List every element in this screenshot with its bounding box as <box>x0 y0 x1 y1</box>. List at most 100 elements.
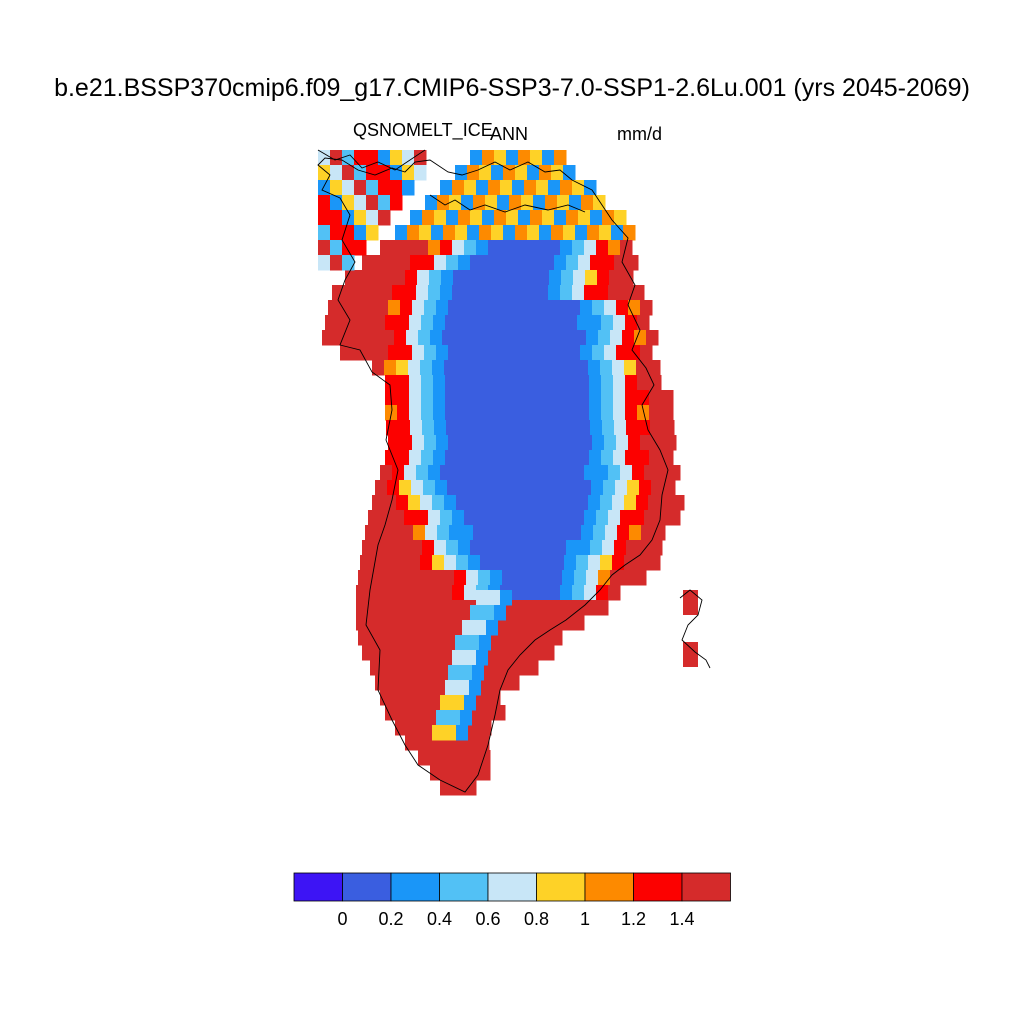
map-cell <box>552 495 565 511</box>
map-cell <box>437 525 450 541</box>
map-cell <box>490 330 503 346</box>
map-cell <box>449 195 462 211</box>
map-cell <box>561 270 574 286</box>
map-cell <box>389 525 402 541</box>
map-cell <box>519 480 532 496</box>
map-cell <box>362 540 375 556</box>
map-cell <box>449 525 462 541</box>
map-cell <box>536 510 549 526</box>
map-cell <box>516 495 529 511</box>
map-cell <box>421 315 434 331</box>
map-cell <box>512 600 525 616</box>
map-cell <box>650 540 663 556</box>
map-cell <box>479 720 492 736</box>
map-cell <box>393 270 406 286</box>
map-cell <box>428 240 441 256</box>
map-cell <box>614 540 627 556</box>
map-cell <box>404 240 417 256</box>
map-cell <box>356 600 369 616</box>
map-cell <box>520 435 533 451</box>
map-cell <box>516 360 529 376</box>
map-cell <box>544 300 557 316</box>
map-cell <box>662 420 675 436</box>
map-cell <box>493 375 506 391</box>
map-cell <box>395 225 408 241</box>
map-cell <box>683 642 698 667</box>
map-cell <box>556 345 569 361</box>
map-cell <box>505 405 518 421</box>
map-cell <box>563 165 576 181</box>
map-cell <box>613 390 626 406</box>
map-cell <box>521 525 534 541</box>
map-cell <box>318 240 331 256</box>
map-cell <box>354 180 367 196</box>
map-cell <box>397 705 410 721</box>
map-cell <box>346 330 359 346</box>
map-cell <box>423 675 436 691</box>
map-cell <box>494 540 507 556</box>
map-cell <box>452 180 465 196</box>
map-cell <box>480 555 493 571</box>
map-cell <box>589 405 602 421</box>
map-cell <box>440 285 453 301</box>
map-cell <box>512 465 525 481</box>
map-cell <box>621 270 634 286</box>
map-cell <box>553 390 566 406</box>
map-cell <box>432 555 445 571</box>
map-cell <box>445 315 458 331</box>
map-cell <box>634 330 647 346</box>
map-cell <box>542 150 555 166</box>
map-cell <box>479 225 492 241</box>
map-cell <box>422 645 435 661</box>
map-cell <box>364 300 377 316</box>
map-cell <box>424 435 437 451</box>
map-cell <box>501 270 514 286</box>
map-cell <box>416 615 429 631</box>
map-cell <box>457 315 470 331</box>
map-cell <box>442 750 455 766</box>
map-cell <box>536 585 549 601</box>
map-cell <box>412 435 425 451</box>
map-cell <box>425 195 438 211</box>
map-cell <box>482 540 495 556</box>
map-cell <box>517 315 530 331</box>
map-cell <box>612 495 625 511</box>
map-cell <box>460 300 473 316</box>
map-cell <box>318 255 331 271</box>
map-cell <box>443 225 456 241</box>
map-cell <box>554 150 567 166</box>
colorbar-tick-label: 1 <box>580 909 590 929</box>
map-cell <box>470 420 483 436</box>
map-cell <box>328 300 341 316</box>
map-cell <box>382 330 395 346</box>
map-cell <box>418 570 431 586</box>
map-cell <box>512 285 525 301</box>
map-cell <box>408 360 421 376</box>
map-cell <box>545 525 558 541</box>
map-cell <box>493 450 506 466</box>
map-cell <box>518 420 531 436</box>
map-cell <box>628 435 641 451</box>
map-cell <box>505 315 518 331</box>
map-cell <box>384 495 397 511</box>
map-cell <box>507 480 520 496</box>
map-cell <box>626 255 639 271</box>
map-cell <box>482 255 495 271</box>
map-cell <box>420 555 433 571</box>
map-cell <box>422 420 435 436</box>
map-cell <box>380 285 393 301</box>
map-cell <box>563 225 576 241</box>
map-cell <box>601 405 614 421</box>
map-cell <box>419 225 432 241</box>
coastline-west <box>317 157 669 793</box>
colorbar-tick-label: 0.2 <box>378 909 403 929</box>
map-cell <box>421 390 434 406</box>
map-cell <box>420 495 433 511</box>
map-cell <box>637 315 650 331</box>
map-cell <box>424 300 437 316</box>
map-cell <box>518 150 531 166</box>
map-cell <box>413 525 426 541</box>
map-cell <box>396 555 409 571</box>
map-cell <box>418 330 431 346</box>
map-cell <box>612 360 625 376</box>
